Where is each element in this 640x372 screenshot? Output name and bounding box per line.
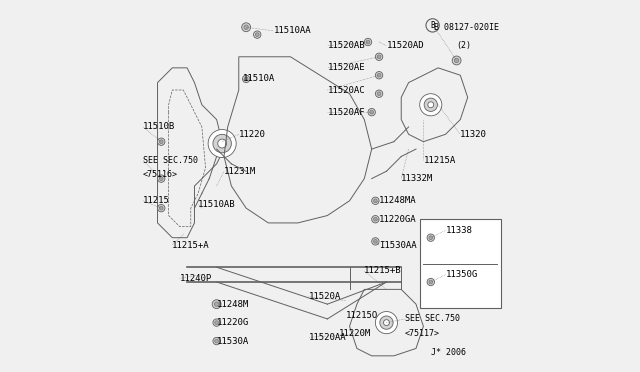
- Text: 11220: 11220: [239, 130, 266, 139]
- Text: 11510AA: 11510AA: [274, 26, 312, 35]
- Circle shape: [159, 206, 163, 210]
- Circle shape: [427, 234, 435, 241]
- Circle shape: [242, 23, 251, 32]
- Circle shape: [372, 215, 379, 223]
- Circle shape: [213, 134, 232, 153]
- Circle shape: [244, 77, 248, 81]
- Text: 11332M: 11332M: [401, 174, 433, 183]
- Circle shape: [377, 73, 381, 77]
- Text: 11510AB: 11510AB: [198, 200, 236, 209]
- Text: 11510A: 11510A: [243, 74, 275, 83]
- Circle shape: [376, 53, 383, 61]
- Text: 11248MA: 11248MA: [379, 196, 417, 205]
- Circle shape: [159, 177, 163, 180]
- Text: 11215+B: 11215+B: [364, 266, 402, 275]
- Text: 11215: 11215: [143, 196, 170, 205]
- Text: 11220G: 11220G: [216, 318, 249, 327]
- Circle shape: [366, 40, 370, 44]
- Circle shape: [377, 92, 381, 96]
- Text: SEE SEC.750: SEE SEC.750: [143, 155, 198, 165]
- Circle shape: [214, 302, 219, 307]
- Text: 11338: 11338: [445, 226, 472, 235]
- Circle shape: [454, 58, 459, 62]
- Circle shape: [215, 321, 218, 324]
- Circle shape: [213, 319, 220, 326]
- Text: 11530A: 11530A: [216, 337, 249, 346]
- Text: 11350G: 11350G: [445, 270, 478, 279]
- Text: B 08127-020IE: B 08127-020IE: [435, 23, 499, 32]
- Circle shape: [429, 236, 433, 240]
- Text: (2): (2): [456, 41, 472, 50]
- Circle shape: [452, 56, 461, 65]
- Circle shape: [243, 75, 250, 83]
- Circle shape: [374, 217, 377, 221]
- Circle shape: [157, 205, 165, 212]
- Text: 11320: 11320: [460, 130, 487, 139]
- Text: <75116>: <75116>: [143, 170, 178, 179]
- Circle shape: [244, 25, 248, 29]
- Circle shape: [376, 90, 383, 97]
- Circle shape: [255, 33, 259, 36]
- Text: 11520AF: 11520AF: [328, 108, 365, 117]
- Text: 11215+A: 11215+A: [172, 241, 210, 250]
- Text: B: B: [430, 21, 435, 30]
- Text: <75117>: <75117>: [405, 329, 440, 338]
- Circle shape: [364, 38, 372, 46]
- Circle shape: [374, 240, 377, 243]
- Text: 11520AB: 11520AB: [328, 41, 365, 50]
- Circle shape: [429, 280, 433, 284]
- Circle shape: [213, 337, 220, 345]
- Circle shape: [428, 102, 434, 108]
- Text: 11248M: 11248M: [216, 300, 249, 309]
- Text: J* 2006: J* 2006: [431, 348, 466, 357]
- Text: 11220GA: 11220GA: [379, 215, 417, 224]
- Text: 11520AE: 11520AE: [328, 63, 365, 72]
- Circle shape: [372, 197, 379, 205]
- Circle shape: [212, 300, 221, 309]
- Circle shape: [208, 129, 236, 158]
- Text: 11520AA: 11520AA: [309, 333, 346, 342]
- Circle shape: [376, 71, 383, 79]
- Text: 11215A: 11215A: [424, 155, 456, 165]
- Circle shape: [215, 339, 218, 343]
- Circle shape: [157, 138, 165, 145]
- Circle shape: [420, 94, 442, 116]
- Text: SEE SEC.750: SEE SEC.750: [405, 314, 460, 323]
- Circle shape: [372, 238, 379, 245]
- Circle shape: [374, 199, 377, 203]
- Text: 11520AC: 11520AC: [328, 86, 365, 94]
- Circle shape: [157, 175, 165, 182]
- Circle shape: [380, 316, 393, 329]
- Text: 11240P: 11240P: [180, 274, 212, 283]
- FancyBboxPatch shape: [420, 219, 501, 308]
- Text: 11520AD: 11520AD: [387, 41, 424, 50]
- Circle shape: [427, 278, 435, 286]
- Circle shape: [383, 320, 389, 326]
- Text: 11231M: 11231M: [224, 167, 256, 176]
- Text: 11220M: 11220M: [339, 329, 371, 338]
- Circle shape: [377, 55, 381, 59]
- Circle shape: [253, 31, 261, 38]
- Circle shape: [376, 311, 397, 334]
- Text: 11215O: 11215O: [346, 311, 378, 320]
- Text: 11520A: 11520A: [309, 292, 341, 301]
- Circle shape: [424, 98, 437, 112]
- Circle shape: [370, 110, 374, 114]
- Circle shape: [218, 139, 227, 148]
- Circle shape: [159, 140, 163, 144]
- Text: 11510B: 11510B: [143, 122, 175, 131]
- Text: I1530AA: I1530AA: [379, 241, 417, 250]
- Circle shape: [368, 109, 376, 116]
